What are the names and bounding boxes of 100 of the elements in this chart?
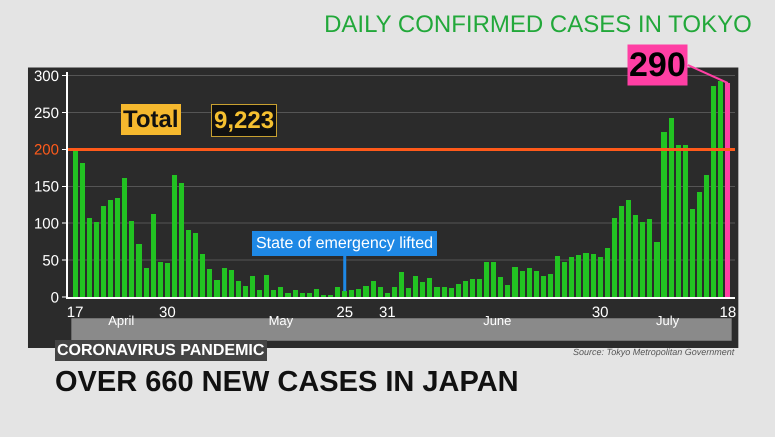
bar [186,230,191,297]
bar [250,276,255,297]
bar [314,289,319,297]
bar [527,268,532,297]
bar [172,175,177,297]
bar [243,286,248,297]
bar [236,281,241,297]
bar [676,145,681,297]
annotation: Total [123,106,179,133]
chart-title: DAILY CONFIRMED CASES IN TOKYO [324,11,752,38]
bar [144,268,149,297]
bar [257,290,262,297]
bar [222,268,227,297]
bar [420,282,425,297]
bar [569,257,574,297]
bar [349,290,354,297]
bar [718,81,723,297]
x-tick-label: 30 [592,304,609,321]
bar [129,221,134,297]
bar [640,222,645,297]
bar [541,276,546,297]
bar [229,270,234,297]
bar [207,269,212,297]
bar [470,279,475,297]
bar [583,253,589,297]
bar [378,287,383,297]
bar [612,218,617,297]
bar [307,293,312,297]
bar [179,183,184,297]
bar [200,254,205,297]
annotation: 9,223 [214,107,274,134]
bar [449,288,454,297]
x-tick-label: 30 [158,304,176,321]
source-note: Source: Tokyo Metropolitan Government [573,347,735,357]
bar [555,256,560,297]
bar [285,293,291,297]
bar [442,287,447,297]
y-tick-label: 250 [34,104,59,122]
x-tick-label: 18 [720,304,736,321]
bar [158,262,163,297]
bar [512,267,518,297]
bar [342,291,347,297]
bar [101,206,106,297]
bar [399,272,404,297]
y-tick-label: 100 [34,215,59,232]
text: CORONAVIRUS PANDEMIC [57,342,265,359]
bar [363,286,369,297]
bar [165,263,170,297]
bar [463,281,468,297]
bar [136,244,142,297]
y-tick-label: 300 [34,68,59,85]
text: OVER 660 NEW CASES IN JAPAN [55,366,519,398]
bar [619,206,624,297]
bar [385,293,390,297]
bar [392,287,397,297]
bar [94,222,99,297]
bar [626,200,631,297]
bar [520,271,525,297]
bar [576,255,581,297]
x-tick-label: 31 [378,304,396,321]
bar [413,276,418,297]
bar [371,281,376,297]
bar [122,178,127,297]
bar [434,287,440,297]
bar [214,280,220,297]
bar [605,248,610,297]
bar [456,284,461,297]
bar [427,278,432,297]
bar [278,287,283,297]
bar [591,254,596,297]
bar [80,163,85,297]
bar [647,219,652,297]
bar [491,262,496,297]
bar [193,233,198,297]
bar [690,209,695,297]
bar [484,262,489,297]
bar [562,262,567,297]
x-tick-label: 17 [66,304,84,321]
bar [356,289,361,297]
bar [87,218,92,297]
bar [73,149,78,297]
bar [669,118,674,297]
x-tick-label: 25 [336,304,354,321]
bar [598,257,603,297]
y-tick-label: 150 [34,178,59,196]
bar [534,271,539,297]
annotation: State of emergency lifted [256,235,433,252]
bar [697,192,702,297]
bar [115,198,120,297]
data-label: 290 [629,46,686,84]
bar [271,290,276,297]
bar [704,175,709,297]
y-tick-label: 0 [50,289,59,306]
bar [498,277,503,297]
y-tick-label: 50 [42,252,59,270]
bar [293,290,298,297]
bar [477,279,482,297]
bar [711,86,716,297]
bar [406,288,411,297]
bar [633,215,638,297]
